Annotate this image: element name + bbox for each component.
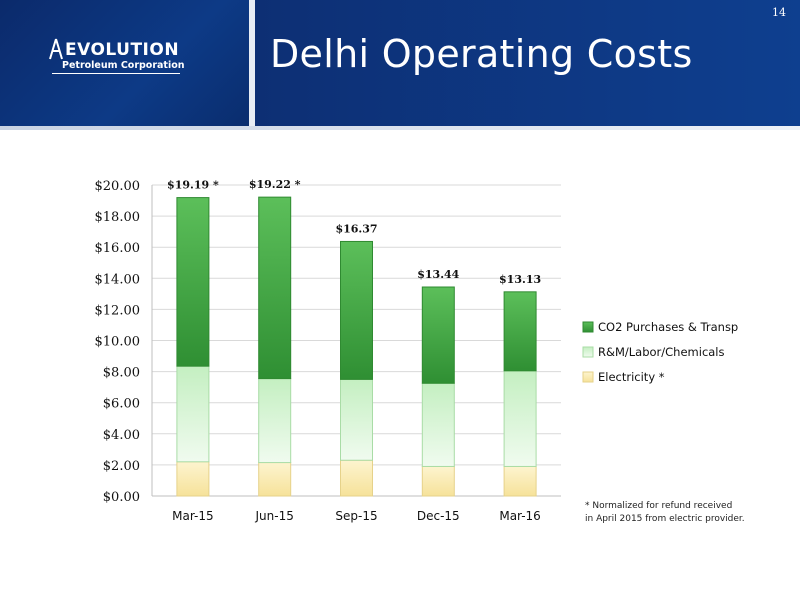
y-tick-label: $20.00: [95, 179, 141, 194]
legend-label: R&M/Labor/Chemicals: [598, 345, 725, 359]
legend-label: Electricity *: [598, 370, 665, 384]
x-tick-label: Sep-15: [335, 509, 377, 523]
logo-panel: EVOLUTION Petroleum Corporation: [0, 0, 249, 126]
y-tick-label: $18.00: [95, 210, 141, 225]
header-bottom-bar: [0, 126, 800, 130]
total-label: $19.22 *: [249, 178, 301, 191]
legend-swatch: [582, 371, 594, 383]
bar-segment: [421, 382, 455, 467]
bar-segment: [258, 196, 292, 380]
total-label: $13.13: [499, 273, 541, 286]
slide-header: EVOLUTION Petroleum Corporation Delhi Op…: [0, 0, 800, 126]
y-tick-label: $4.00: [103, 428, 140, 443]
header-divider: [249, 0, 255, 126]
bar-segment: [340, 459, 373, 497]
y-tick-label: $0.00: [103, 490, 140, 505]
title-panel: [255, 0, 800, 126]
logo-wordmark: EVOLUTION: [65, 40, 180, 60]
y-tick-label: $14.00: [95, 272, 141, 287]
legend-swatch: [582, 346, 594, 358]
y-tick-label: $10.00: [95, 335, 141, 350]
bar-segment: [421, 465, 455, 497]
x-tick-label: Dec-15: [417, 509, 460, 523]
footnote-line-1: * Normalized for refund received: [585, 501, 733, 511]
page-title: Delhi Operating Costs: [270, 32, 693, 76]
y-tick-label: $16.00: [95, 241, 141, 256]
bar-segment: [258, 378, 292, 464]
y-tick-label: $12.00: [95, 303, 141, 318]
bar-segment: [176, 197, 210, 367]
y-tick-label: $6.00: [103, 397, 140, 412]
bar-segment: [340, 240, 373, 380]
legend-swatch: [582, 321, 594, 333]
total-label: $13.44: [417, 268, 459, 281]
bar-segment: [503, 370, 537, 467]
bar-segment: [503, 465, 537, 497]
footnote: * Normalized for refund received in Apri…: [585, 500, 745, 526]
x-tick-label: Mar-16: [499, 509, 540, 523]
total-label: $19.19 *: [167, 179, 219, 192]
y-tick-label: $2.00: [103, 459, 140, 474]
bar-segment: [176, 365, 210, 463]
total-label: $16.37: [335, 222, 377, 235]
bar-segment: [258, 462, 292, 497]
x-tick-label: Mar-15: [172, 509, 213, 523]
footnote-line-2: in April 2015 from electric provider.: [585, 514, 745, 524]
logo-underline: [52, 73, 180, 74]
bar-segment: [503, 291, 537, 372]
bar-segment: [421, 286, 455, 384]
bar-segment: [340, 378, 373, 461]
logo-subtitle: Petroleum Corporation: [62, 60, 185, 71]
x-tick-label: Jun-15: [255, 509, 294, 523]
bar-segment: [176, 461, 210, 497]
page-number: 14: [772, 6, 786, 19]
y-tick-label: $8.00: [103, 366, 140, 381]
derrick-logo-icon: [49, 38, 63, 60]
legend-label: CO2 Purchases & Transp: [598, 320, 738, 334]
